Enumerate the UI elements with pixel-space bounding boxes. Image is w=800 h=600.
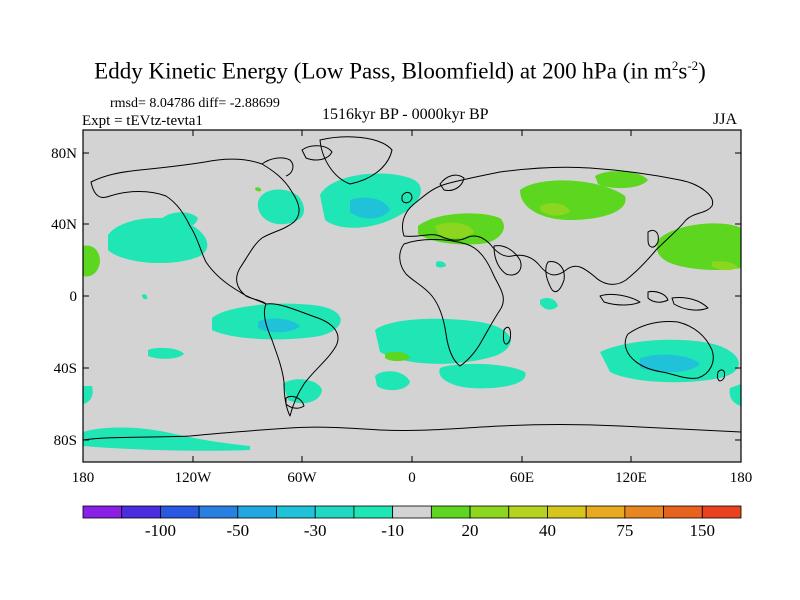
rmsd-diff-stats: rmsd= 8.04786 diff= -2.88699 xyxy=(110,96,280,111)
anomaly-region xyxy=(712,261,738,271)
continent-australia xyxy=(624,321,714,379)
anomaly-region xyxy=(729,384,741,406)
axis-ticks xyxy=(83,130,741,462)
anomaly-region xyxy=(640,354,700,373)
lat-label: 80N xyxy=(51,146,77,162)
colorbar-box xyxy=(314,505,355,519)
colorbar-label: -30 xyxy=(304,521,327,540)
colorbar-box xyxy=(701,505,742,519)
colorbar-label: -50 xyxy=(226,521,249,540)
anomaly-region xyxy=(656,223,741,270)
island-greenland-main xyxy=(319,136,393,185)
continent-africa xyxy=(399,239,504,367)
lat-label: 40S xyxy=(54,361,77,377)
colorbar-box xyxy=(663,505,703,519)
colorbar-box xyxy=(392,505,432,519)
lon-label: 120W xyxy=(175,470,213,486)
colorbar-box xyxy=(624,505,664,519)
colorbar-box xyxy=(353,505,394,519)
anomaly-region xyxy=(255,187,262,192)
continent-eurasia xyxy=(401,166,714,285)
colorbar-box xyxy=(276,505,316,519)
colorbar-label: 75 xyxy=(616,521,633,540)
lon-label: 120E xyxy=(615,470,647,486)
lat-label: 40N xyxy=(51,217,77,233)
colorbar-label: 40 xyxy=(539,521,556,540)
colorbar-box xyxy=(82,505,123,519)
colorbar-box xyxy=(469,505,510,519)
colorbar-label: -100 xyxy=(145,521,176,540)
anomaly-region xyxy=(83,386,93,404)
colorbar-label: 20 xyxy=(462,521,479,540)
lon-label: 180 xyxy=(730,470,753,486)
anomaly-region xyxy=(258,318,300,333)
anomaly-region xyxy=(540,203,570,216)
colorbar-box xyxy=(198,505,239,519)
colorbar-box xyxy=(508,505,548,519)
island-uk xyxy=(401,191,413,204)
continent-south-america xyxy=(263,303,339,417)
lon-label: 180 xyxy=(72,470,95,486)
coast-hudson xyxy=(261,157,294,177)
islands-japan xyxy=(647,229,659,248)
lat-label: 80S xyxy=(54,433,77,449)
anomaly-region xyxy=(439,363,526,389)
colorbar-box xyxy=(585,505,626,519)
coast-arabia xyxy=(493,245,522,276)
colorbar-box xyxy=(237,505,277,519)
anomaly-region xyxy=(375,371,410,391)
anomaly-region xyxy=(540,298,558,310)
island-greenland xyxy=(301,145,333,161)
season-label: JJA xyxy=(713,111,738,128)
island-new-zealand xyxy=(717,369,725,382)
anomaly-region xyxy=(257,189,305,225)
islands-falkland xyxy=(285,395,305,409)
colorbar-box xyxy=(160,505,200,519)
plot-title: Eddy Kinetic Energy (Low Pass, Bloomfiel… xyxy=(94,58,706,84)
coast-scandinavia xyxy=(439,174,465,191)
anomaly-region xyxy=(148,347,184,359)
lon-label: 60W xyxy=(287,470,317,486)
anomaly-region xyxy=(83,427,250,451)
anomaly-region xyxy=(160,212,198,230)
anomaly-region xyxy=(283,379,322,404)
anomaly-region xyxy=(435,222,474,239)
island-madagascar xyxy=(503,326,511,345)
period-label: 1516kyr BP - 0000kyr BP xyxy=(322,106,489,123)
anomaly-region xyxy=(385,351,410,361)
colorbar: -100 -50 -30 -10 20 40 75 150 xyxy=(82,505,742,540)
anomaly-region xyxy=(375,318,511,364)
experiment-label: Expt = tEVtz-tevta1 xyxy=(82,113,203,129)
continent-north-america xyxy=(90,158,300,305)
anomaly-region xyxy=(595,171,648,189)
continent-antarctica xyxy=(82,424,742,441)
island-new-guinea-west xyxy=(647,291,669,303)
island-new-guinea xyxy=(671,297,709,311)
anomaly-region xyxy=(83,245,100,277)
colorbar-box xyxy=(121,505,161,519)
anomaly-region xyxy=(142,294,148,300)
lat-label: 0 xyxy=(70,289,78,305)
coastlines xyxy=(82,136,742,441)
anomaly-region xyxy=(350,197,390,219)
lon-label: 60E xyxy=(510,470,534,486)
map-panel: 80N 40N 0 40S 80S 180 120W 60W 0 60E 120… xyxy=(51,129,753,486)
anomaly-region xyxy=(108,218,208,264)
anomaly-region xyxy=(436,261,446,268)
islands-indonesia xyxy=(599,293,641,306)
colorbar-box xyxy=(430,505,471,519)
colorbar-box xyxy=(547,505,587,519)
colorbar-label: 150 xyxy=(690,521,716,540)
colorbar-label: -10 xyxy=(381,521,404,540)
lon-label: 0 xyxy=(408,470,416,486)
anomaly-shading xyxy=(83,171,741,451)
coast-india xyxy=(545,261,565,293)
